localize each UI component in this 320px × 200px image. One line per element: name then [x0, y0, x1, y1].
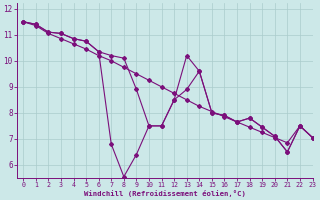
X-axis label: Windchill (Refroidissement éolien,°C): Windchill (Refroidissement éolien,°C) [84, 190, 246, 197]
